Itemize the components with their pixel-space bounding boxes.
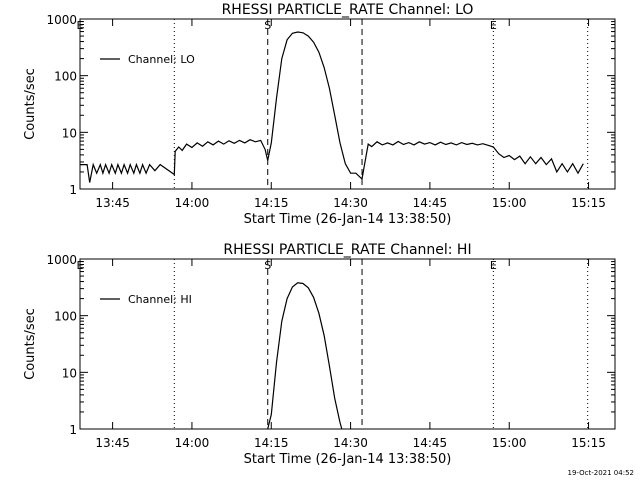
chart-title: RHESSI PARTICLE_RATE Channel: LO: [222, 2, 474, 18]
y-tick-label: 10: [62, 366, 77, 380]
y-tick-label: 1000: [46, 13, 77, 27]
x-axis-label: Start Time (26-Jan-14 13:38:50): [244, 452, 452, 467]
y-axis-label: Counts/sec: [23, 308, 38, 380]
x-tick-label: 14:00: [175, 436, 210, 450]
chart-title: RHESSI PARTICLE_RATE Channel: HI: [223, 242, 471, 258]
plot-timestamp: 19-Oct-2021 04:52: [567, 469, 634, 477]
x-tick-label: 14:15: [254, 196, 289, 210]
x-tick-label: 14:00: [175, 196, 210, 210]
time-marker-label: S: [264, 19, 271, 32]
time-marker-label: S: [264, 259, 271, 272]
plot-frame: [79, 258, 616, 430]
y-axis-label: Counts/sec: [23, 68, 38, 140]
x-tick-label: 15:15: [571, 196, 606, 210]
x-tick-label: 13:45: [95, 436, 130, 450]
time-marker-label: E: [490, 19, 497, 32]
x-tick-label: 14:30: [333, 436, 368, 450]
legend-label: Channel: LO: [128, 53, 195, 66]
time-marker-label: E: [490, 259, 497, 272]
x-tick-label: 14:45: [413, 436, 448, 450]
x-tick-label: 15:00: [492, 196, 527, 210]
y-tick-label: 1: [69, 183, 77, 197]
chart-panel-1: RHESSI PARTICLE_RATE Channel: LO 13:45 14:…: [23, 2, 616, 227]
y-tick-label: 1: [69, 423, 77, 437]
x-tick-label: 13:45: [95, 196, 130, 210]
y-tick-label: 100: [54, 310, 77, 324]
x-tick-label: 15:15: [571, 436, 606, 450]
x-tick-label: 14:45: [413, 196, 448, 210]
x-tick-label: 14:15: [254, 436, 289, 450]
y-tick-label: 1000: [46, 253, 77, 267]
y-tick-label: 100: [54, 70, 77, 84]
time-marker-label: E: [77, 259, 84, 272]
time-marker-label: E: [77, 19, 84, 32]
chart-panel-2: RHESSI PARTICLE_RATE Channel: HI 13:45 14:…: [23, 242, 616, 467]
x-tick-label: 15:00: [492, 436, 527, 450]
legend-label: Channel: HI: [128, 293, 192, 306]
series-line: [80, 31, 584, 183]
x-tick-label: 14:30: [333, 196, 368, 210]
x-axis-label: Start Time (26-Jan-14 13:38:50): [244, 212, 452, 227]
y-tick-label: 10: [62, 126, 77, 140]
series-line: [267, 282, 343, 430]
plot-frame: [79, 18, 616, 190]
